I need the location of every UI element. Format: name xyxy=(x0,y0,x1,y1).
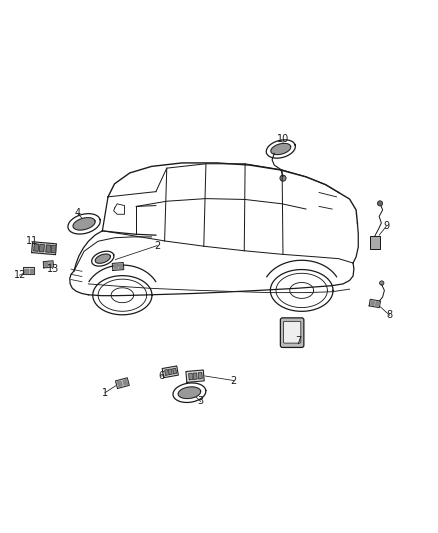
Polygon shape xyxy=(23,268,34,274)
Text: 13: 13 xyxy=(46,264,59,273)
Polygon shape xyxy=(49,262,53,266)
Text: 11: 11 xyxy=(26,236,38,246)
Polygon shape xyxy=(46,245,51,252)
Text: 7: 7 xyxy=(295,336,301,346)
Polygon shape xyxy=(32,242,57,255)
Polygon shape xyxy=(193,373,197,379)
FancyBboxPatch shape xyxy=(283,321,301,343)
Polygon shape xyxy=(43,261,53,268)
Polygon shape xyxy=(117,381,122,386)
Polygon shape xyxy=(123,379,127,385)
Polygon shape xyxy=(162,366,178,378)
Polygon shape xyxy=(369,300,381,308)
Polygon shape xyxy=(271,143,291,155)
Text: 2: 2 xyxy=(154,240,160,251)
Text: 8: 8 xyxy=(387,310,393,320)
Polygon shape xyxy=(112,263,124,270)
Circle shape xyxy=(378,201,383,206)
Polygon shape xyxy=(51,245,56,253)
Polygon shape xyxy=(116,378,129,389)
Text: 6: 6 xyxy=(159,371,165,381)
Polygon shape xyxy=(198,373,202,379)
Polygon shape xyxy=(168,369,172,375)
Polygon shape xyxy=(39,244,44,252)
Circle shape xyxy=(280,175,286,181)
Text: 9: 9 xyxy=(383,221,389,231)
Polygon shape xyxy=(34,244,39,251)
Polygon shape xyxy=(375,302,379,306)
Polygon shape xyxy=(178,387,201,399)
FancyBboxPatch shape xyxy=(280,318,304,348)
Polygon shape xyxy=(25,269,28,273)
Polygon shape xyxy=(165,370,169,375)
Text: 3: 3 xyxy=(198,397,204,407)
Polygon shape xyxy=(371,301,374,305)
Polygon shape xyxy=(119,264,123,269)
Polygon shape xyxy=(45,262,48,266)
Text: 2: 2 xyxy=(231,376,237,385)
Polygon shape xyxy=(114,264,117,269)
Polygon shape xyxy=(29,269,33,273)
Text: 1: 1 xyxy=(102,387,108,398)
Polygon shape xyxy=(173,368,177,374)
Text: 12: 12 xyxy=(14,270,26,280)
Text: 10: 10 xyxy=(277,134,290,144)
Bar xyxy=(370,236,380,249)
Text: 4: 4 xyxy=(74,208,81,219)
Polygon shape xyxy=(189,374,193,379)
Circle shape xyxy=(380,281,384,285)
Polygon shape xyxy=(186,370,204,382)
Polygon shape xyxy=(73,217,95,230)
Polygon shape xyxy=(95,254,110,263)
